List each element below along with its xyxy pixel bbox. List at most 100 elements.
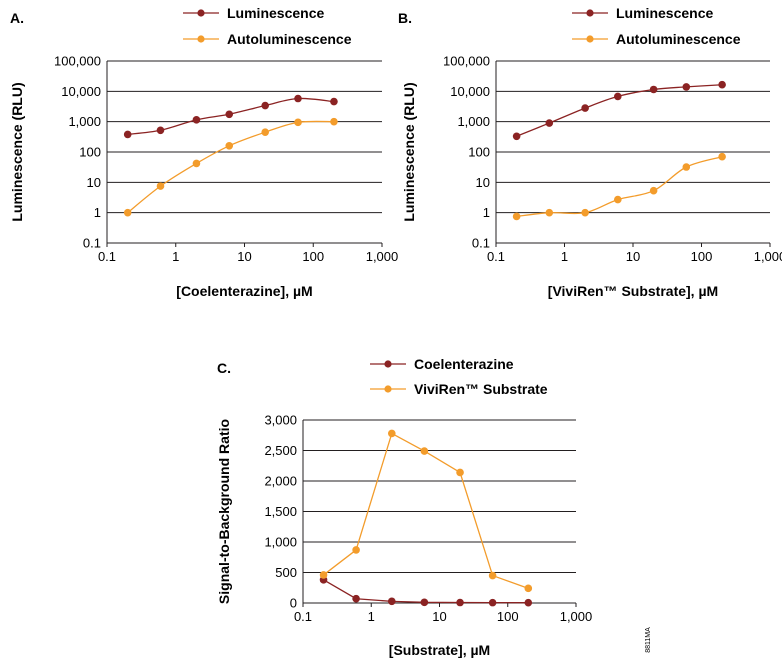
x-tick-label: 1,000 — [560, 609, 593, 624]
x-tick-label: 0.1 — [487, 249, 505, 264]
legend-marker — [384, 360, 392, 368]
x-tick-label: 1 — [368, 609, 375, 624]
data-point — [225, 142, 234, 150]
data-point — [456, 468, 464, 477]
legend-label: Autoluminescence — [616, 31, 741, 47]
legend-label: Luminescence — [227, 5, 324, 21]
y-axis-title: Luminescence (RLU) — [9, 82, 25, 221]
data-point — [649, 85, 658, 94]
data-point — [192, 116, 201, 124]
chart-panel-0: A. Luminescence Autoluminescence 0.1 1 10 100 1… — [9, 5, 398, 299]
data-point — [545, 208, 554, 217]
data-point — [581, 104, 589, 112]
data-point — [488, 571, 497, 580]
x-axis-title: [Coelenterazine], µM — [176, 283, 312, 299]
series-line — [127, 120, 334, 214]
x-tick-label: 10 — [626, 249, 640, 264]
legend-marker — [197, 35, 205, 43]
data-point — [156, 126, 165, 135]
data-point — [330, 97, 338, 106]
y-tick-label: 100 — [468, 145, 490, 160]
y-tick-label: 1,500 — [264, 504, 297, 519]
data-point — [123, 208, 132, 217]
y-tick-label: 1,000 — [264, 535, 297, 550]
data-point — [156, 182, 165, 190]
x-tick-label: 1,000 — [754, 249, 782, 264]
data-point — [192, 159, 201, 168]
data-point — [649, 186, 658, 195]
chart-panel-2: C. Coelenterazine ViviRen™ Substrate 0 500 1,… — [216, 356, 592, 658]
y-tick-label: 2,500 — [264, 443, 297, 458]
data-point — [420, 598, 429, 607]
y-tick-label: 10 — [476, 175, 490, 190]
y-tick-label: 100,000 — [54, 54, 101, 69]
data-point — [352, 546, 360, 554]
x-tick-label: 0.1 — [98, 249, 116, 264]
data-point — [294, 118, 302, 127]
y-tick-label: 1,000 — [457, 114, 490, 129]
legend-marker — [384, 385, 392, 393]
y-tick-label: 0 — [290, 596, 297, 611]
y-tick-label: 500 — [275, 565, 297, 580]
data-point — [456, 598, 464, 607]
data-point — [682, 163, 691, 171]
y-tick-label: 1 — [483, 205, 490, 220]
legend-label: Coelenterazine — [414, 356, 514, 372]
x-tick-label: 100 — [302, 249, 324, 264]
data-point — [123, 130, 132, 139]
data-point — [261, 128, 269, 136]
y-tick-label: 1,000 — [68, 114, 101, 129]
y-tick-label: 0.1 — [83, 236, 101, 251]
x-tick-label: 10 — [237, 249, 251, 264]
panel-label: A. — [10, 10, 24, 26]
y-tick-label: 10 — [87, 175, 101, 190]
data-point — [319, 571, 328, 579]
y-tick-label: 1 — [94, 205, 101, 220]
data-point — [512, 212, 521, 221]
data-point — [387, 597, 396, 606]
data-point — [352, 594, 360, 603]
chart-panel-1: B. Luminescence Autoluminescence 0.1 1 10 100 1… — [398, 5, 782, 299]
y-tick-label: 3,000 — [264, 413, 297, 428]
panel-label: B. — [398, 10, 412, 26]
y-tick-label: 10,000 — [61, 84, 101, 99]
data-point — [524, 598, 533, 607]
x-tick-label: 0.1 — [294, 609, 312, 624]
legend-label: ViviRen™ Substrate — [414, 381, 548, 397]
legend-label: Autoluminescence — [227, 31, 352, 47]
legend-label: Luminescence — [616, 5, 713, 21]
data-point — [294, 94, 302, 103]
data-point — [512, 132, 521, 141]
legend-marker — [586, 35, 594, 43]
data-point — [718, 80, 726, 89]
data-point — [524, 584, 533, 593]
data-point — [261, 101, 269, 110]
data-point — [545, 119, 554, 127]
data-point — [225, 110, 234, 119]
x-axis-title: [ViviRen™ Substrate], µM — [548, 283, 718, 299]
legend-marker — [586, 9, 594, 17]
y-axis-title: Luminescence (RLU) — [401, 82, 417, 221]
y-tick-label: 0.1 — [472, 236, 490, 251]
x-axis-title: [Substrate], µM — [389, 642, 490, 658]
x-tick-label: 1 — [561, 249, 568, 264]
data-point — [420, 447, 429, 455]
data-point — [488, 598, 497, 607]
x-tick-label: 100 — [497, 609, 519, 624]
legend-marker — [197, 9, 205, 17]
y-tick-label: 100 — [79, 145, 101, 160]
series-line — [516, 156, 723, 218]
y-tick-label: 2,000 — [264, 474, 297, 489]
panel-label: C. — [217, 360, 231, 376]
y-tick-label: 100,000 — [443, 54, 490, 69]
data-point — [330, 117, 338, 126]
x-tick-label: 10 — [432, 609, 446, 624]
data-point — [581, 208, 589, 217]
series-line — [323, 432, 529, 589]
data-point — [682, 83, 691, 91]
x-tick-label: 1 — [172, 249, 179, 264]
data-point — [387, 429, 396, 438]
x-tick-label: 100 — [691, 249, 713, 264]
data-point — [614, 92, 622, 101]
data-point — [614, 195, 622, 204]
